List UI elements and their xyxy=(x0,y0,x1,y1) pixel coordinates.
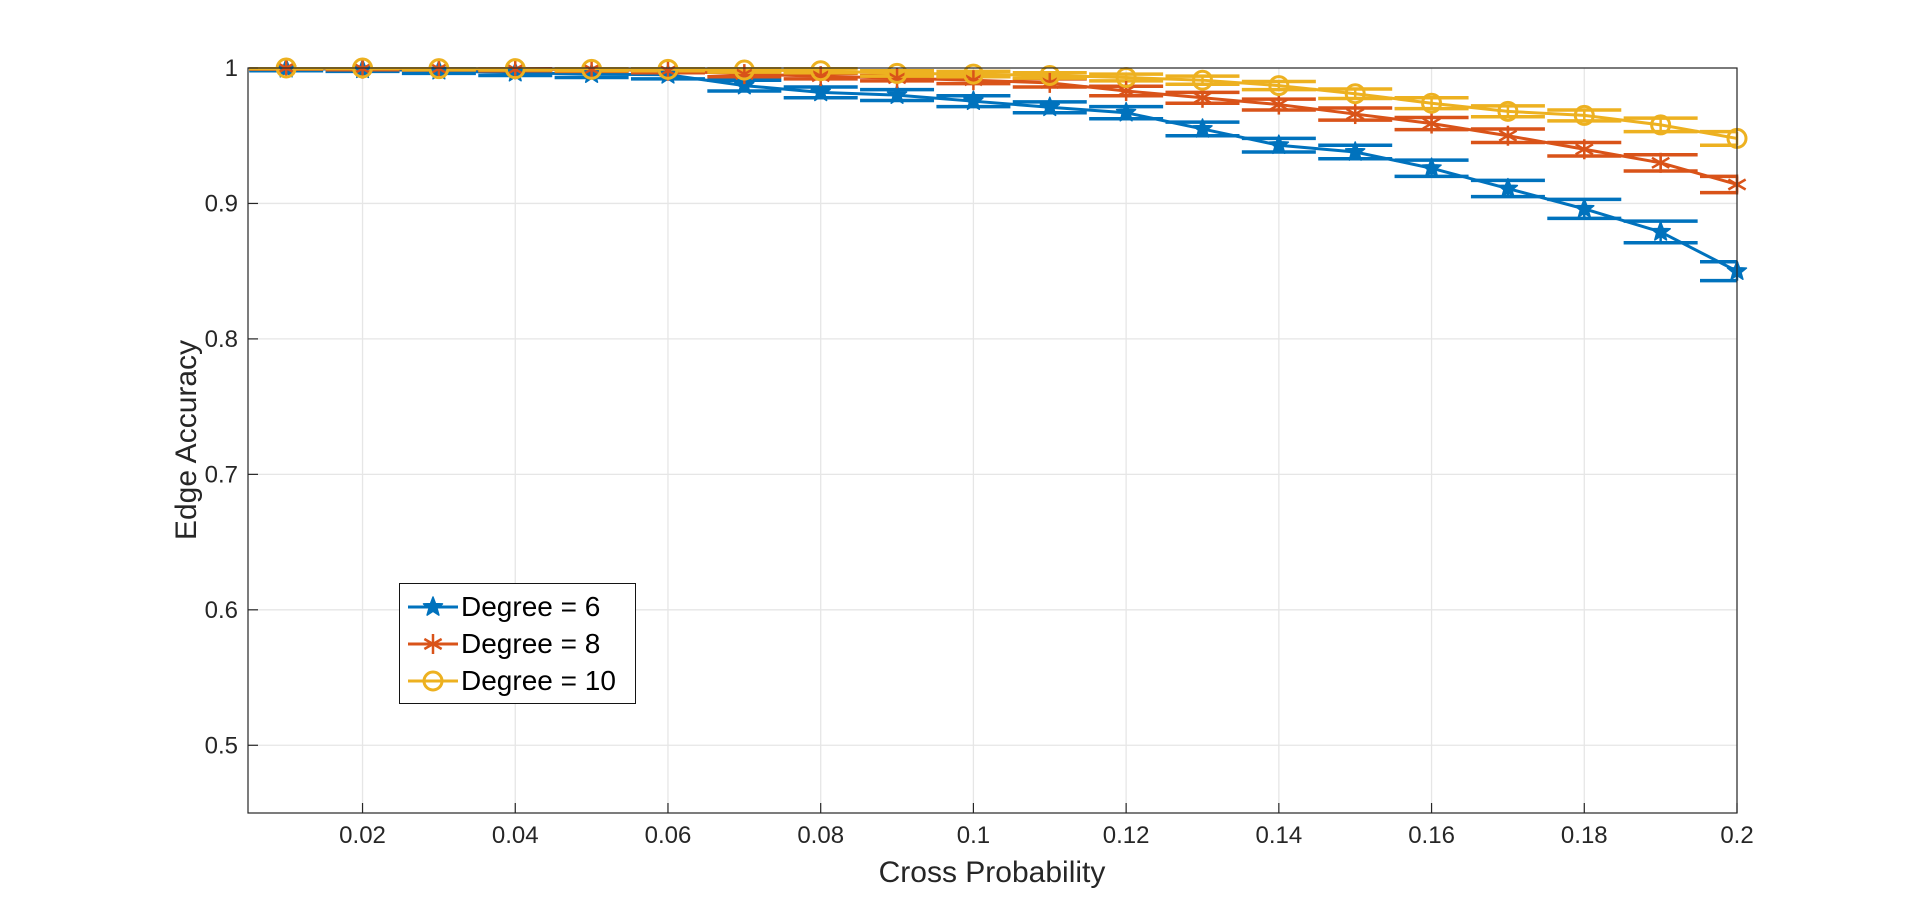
circle-marker xyxy=(1268,75,1290,97)
y-tick-label: 0.5 xyxy=(205,732,238,759)
asterisk-marker xyxy=(964,74,983,87)
pentagram-marker xyxy=(1268,134,1290,155)
legend: Degree = 6 Degree = 8 Degree = 10 xyxy=(399,583,636,704)
circle-marker xyxy=(1573,104,1595,126)
legend-label: Degree = 6 xyxy=(461,590,601,622)
pentagram-marker xyxy=(1115,101,1137,122)
asterisk-marker xyxy=(1269,98,1289,111)
legend-item: Degree = 6 xyxy=(407,590,635,624)
pentagram-marker xyxy=(963,90,984,111)
pentagram-marker xyxy=(1039,96,1061,117)
series-line xyxy=(286,67,1738,140)
asterisk-marker xyxy=(1422,117,1441,130)
series-line xyxy=(286,67,1738,273)
pentagram-marker xyxy=(1421,157,1442,178)
legend-label: Degree = 8 xyxy=(461,627,601,659)
pentagram-legend-key-icon xyxy=(408,595,458,616)
circle-marker xyxy=(428,58,450,80)
circle-marker xyxy=(581,58,603,80)
circle-marker xyxy=(422,670,444,691)
y-axis-label: Edge Accuracy xyxy=(170,339,203,541)
x-tick-label: 0.1 xyxy=(957,822,990,849)
tick-labels: 0.02 0.04 0.06 0.08 0.1 0.12 0.14 0.16 0.18 0.2 0.… xyxy=(205,55,1754,849)
asterisk-marker xyxy=(423,637,443,650)
circle-marker xyxy=(504,58,526,80)
y-tick-label: 0.9 xyxy=(205,190,238,217)
plot-box xyxy=(247,67,1738,814)
x-tick-label: 0.06 xyxy=(645,822,692,849)
pentagram-marker xyxy=(1192,118,1213,138)
circle-marker xyxy=(886,62,908,84)
x-tick-label: 0.12 xyxy=(1103,822,1150,849)
circle-marker xyxy=(733,59,755,81)
x-tick-label: 0.08 xyxy=(797,822,844,849)
asterisk-marker xyxy=(505,63,525,76)
asterisk-marker xyxy=(1345,107,1365,121)
asterisk-marker xyxy=(1040,76,1060,89)
asterisk-marker xyxy=(1498,129,1518,142)
y-tick-label: 0.6 xyxy=(205,597,238,624)
asterisk-marker xyxy=(1651,156,1670,169)
asterisk-marker xyxy=(658,64,678,77)
x-tick-label: 0.02 xyxy=(339,822,386,849)
pentagram-marker xyxy=(810,81,831,102)
asterisk-marker xyxy=(1193,91,1212,104)
asterisk-marker xyxy=(1574,143,1594,156)
legend-item: Degree = 10 xyxy=(407,664,635,698)
circle-marker xyxy=(1421,92,1443,114)
asterisk-marker xyxy=(429,62,449,75)
legend-label: Degree = 10 xyxy=(461,664,616,696)
circle-marker xyxy=(657,58,679,80)
x-tick-label: 0.2 xyxy=(1720,822,1753,849)
circle-marker xyxy=(1497,100,1519,122)
pentagram-marker xyxy=(1497,177,1519,198)
circle-marker xyxy=(1650,114,1672,136)
x-tick-label: 0.18 xyxy=(1561,822,1608,849)
pentagram-marker xyxy=(1650,221,1671,241)
y-tick-label: 0.8 xyxy=(205,326,238,353)
circle-legend-key-icon xyxy=(408,670,458,691)
asterisk-marker xyxy=(1116,84,1136,98)
asterisk-marker xyxy=(353,62,372,75)
circle-marker xyxy=(1344,83,1366,105)
circle-marker xyxy=(1039,64,1061,86)
x-axis-label: Cross Probability xyxy=(878,856,1106,889)
circle-marker xyxy=(1191,69,1213,91)
x-tick-label: 0.16 xyxy=(1408,822,1455,849)
circle-marker xyxy=(962,63,984,85)
y-tick-label: 1 xyxy=(225,55,238,82)
asterisk-marker xyxy=(582,63,601,76)
legend-item: Degree = 8 xyxy=(407,627,635,661)
pentagram-marker xyxy=(886,84,908,104)
pentagram-marker xyxy=(734,74,755,95)
pentagram-marker xyxy=(1344,141,1366,161)
pentagram-marker xyxy=(422,595,444,616)
x-tick-label: 0.04 xyxy=(492,822,539,849)
x-tick-label: 0.14 xyxy=(1255,822,1302,849)
pentagram-marker xyxy=(1574,198,1595,218)
asterisk-legend-key-icon xyxy=(408,633,458,654)
tick-marks xyxy=(248,67,1738,813)
circle-marker xyxy=(810,60,832,82)
y-tick-label: 0.7 xyxy=(205,461,238,488)
